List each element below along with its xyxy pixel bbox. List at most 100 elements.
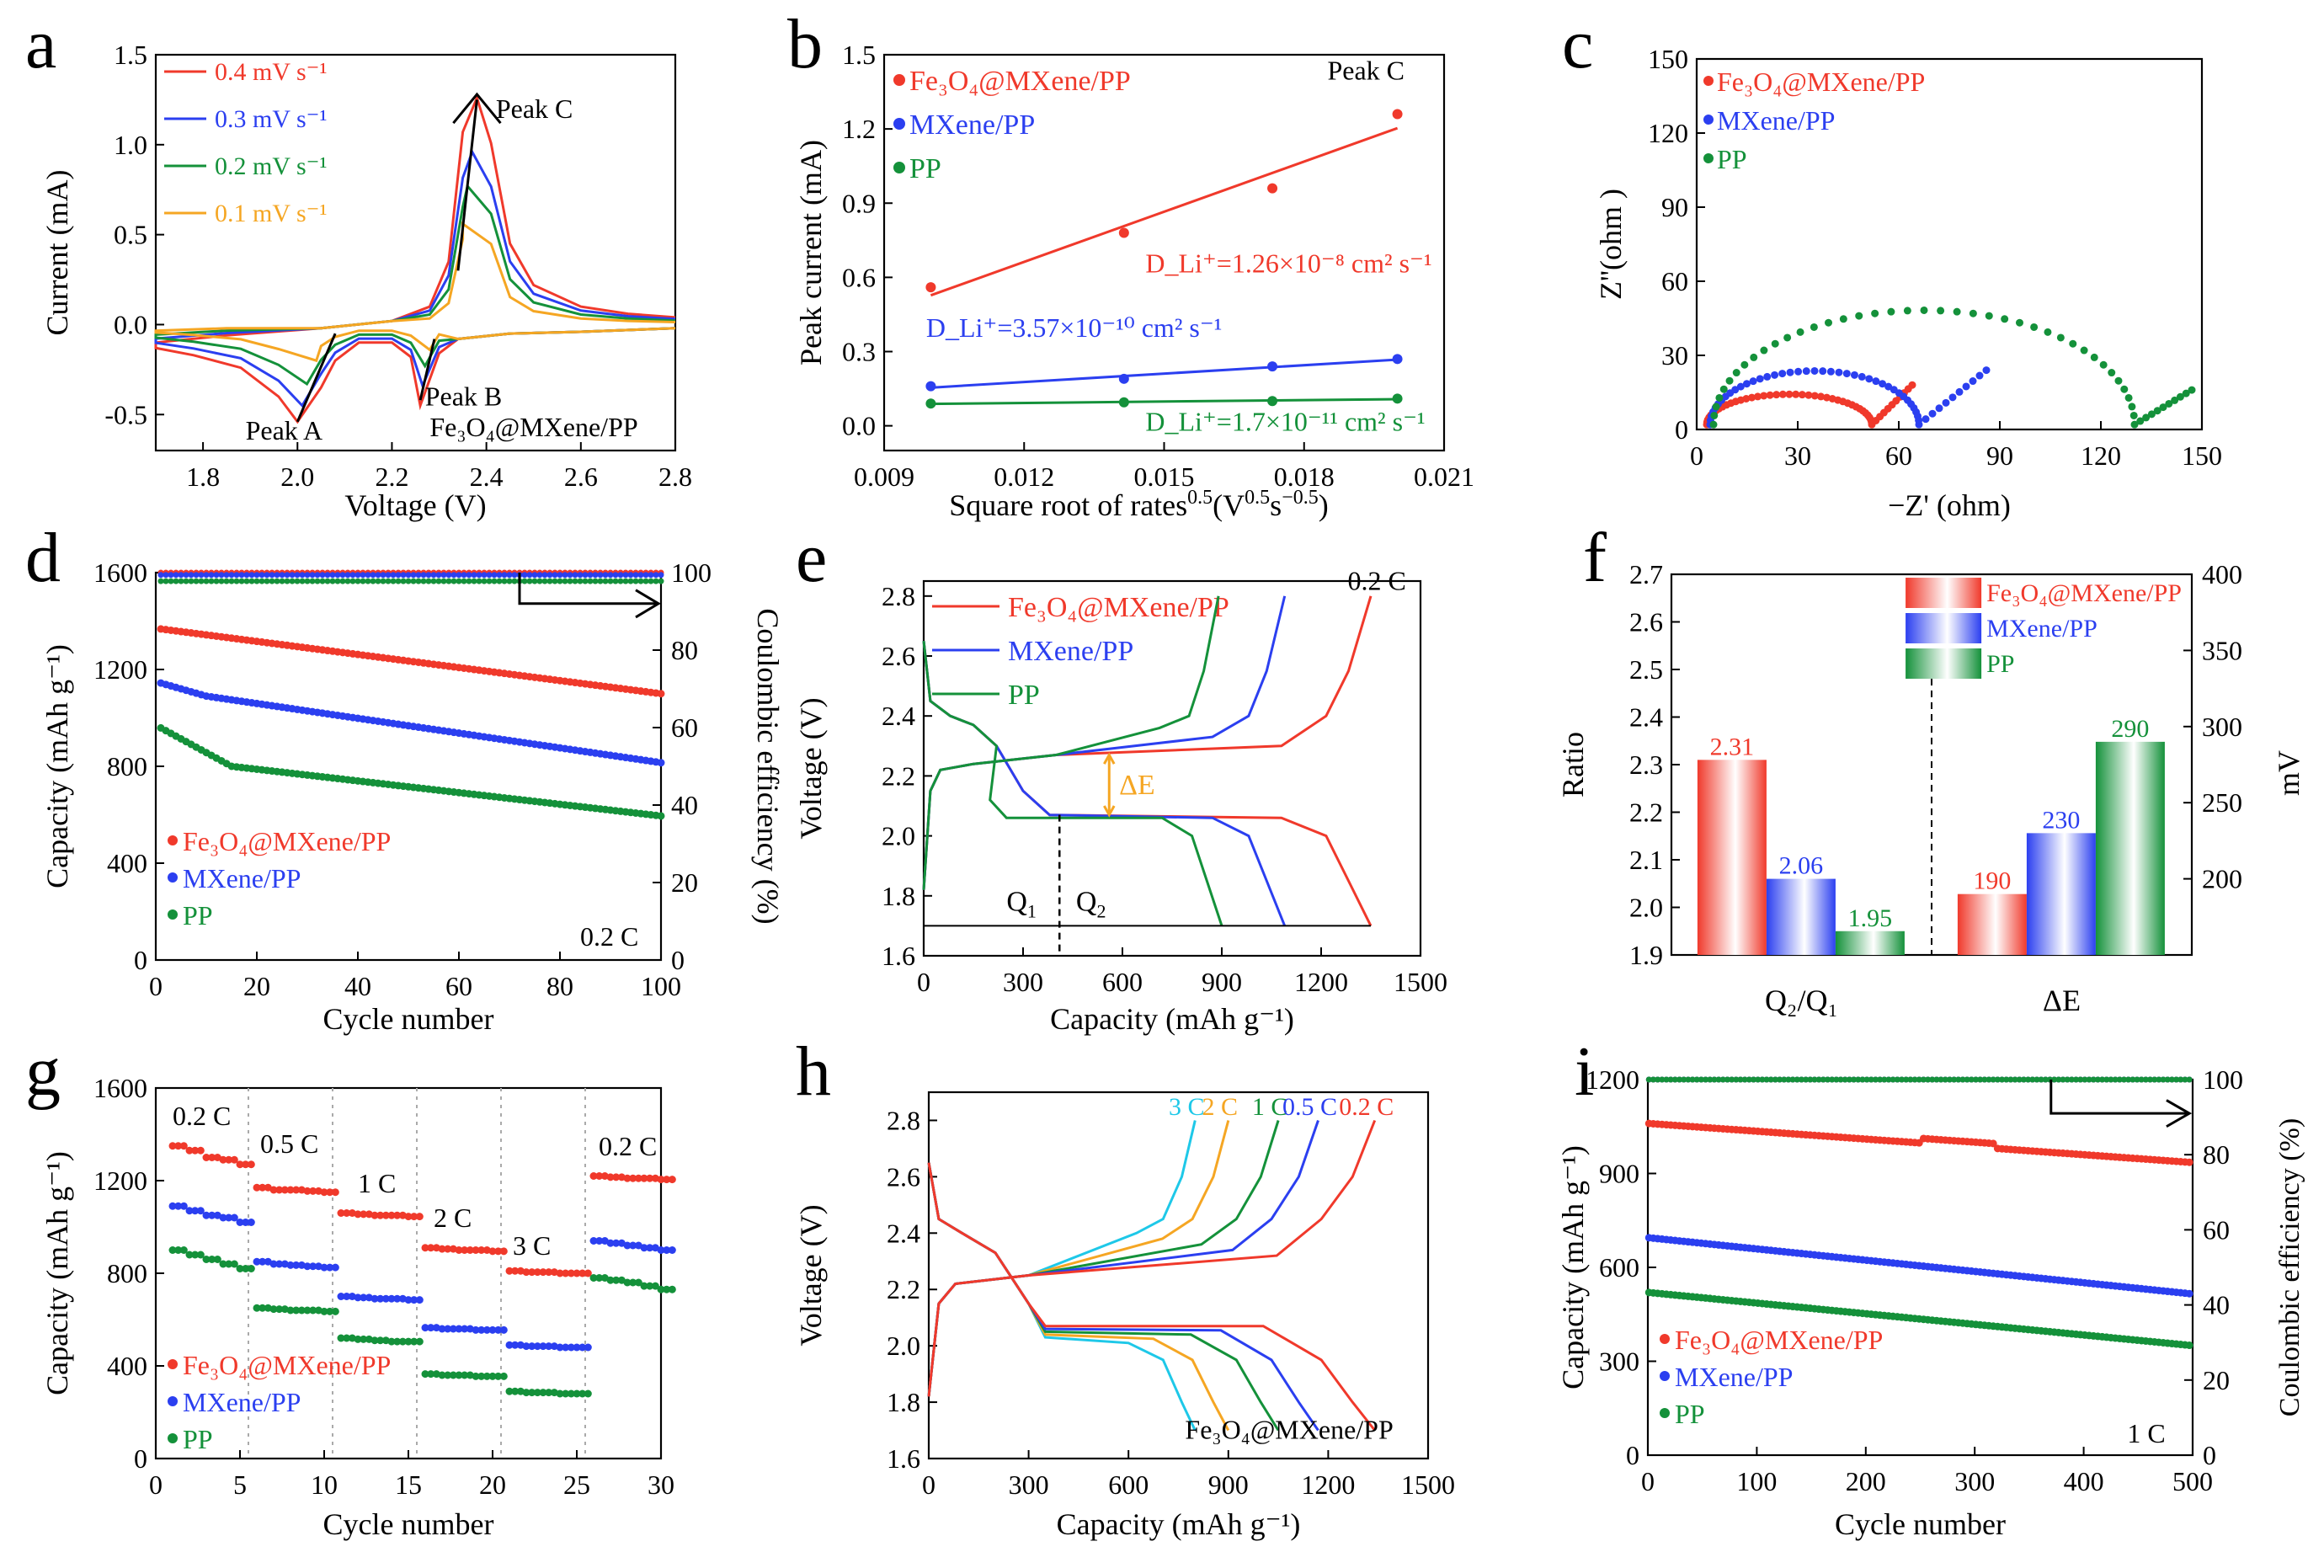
ce-point [1698,1076,1704,1083]
y2-axis-title: mV [2272,750,2305,796]
panel-letter: d [25,519,61,597]
ce-point [1903,1076,1910,1083]
ce-point [557,578,563,584]
x-tick-label: 20 [479,1469,506,1500]
ce-point [607,572,614,579]
ce-point [622,578,629,584]
y-tick-label: 1.9 [1629,940,1663,970]
annotation: Peak C [496,93,573,124]
data-point [629,1174,637,1182]
data-point [606,1276,615,1284]
annotation: 0.2 C [580,921,638,952]
y-tick-label: 2.0 [882,821,915,851]
ce-point [238,572,245,579]
data-point [657,1246,665,1254]
data-point [331,1307,339,1315]
x-axis-title: Cycle number [323,1507,494,1541]
plot-frame [927,1091,1430,1460]
annotation: Peak A [246,415,323,445]
data-point [219,1155,227,1164]
data-point [533,1268,541,1277]
data-point [1982,366,1991,375]
data-point [477,1325,486,1334]
ce-point [1842,1076,1848,1083]
data-point [1392,354,1403,365]
legend-entry: MXene/PP [1717,105,1835,136]
panel-d: 0 20 40 60 80 100040080012001600020406080100C… [40,557,785,1036]
y2-tick-label: 60 [2203,1214,2230,1245]
ce-point [435,572,442,579]
ce-point [1994,1076,2001,1083]
legend-swatch [1906,578,1982,608]
panel-letter: h [796,1032,831,1111]
legend-entry: Fe₃O₄@MXene/PP [183,826,391,856]
delta-e-arrow-head [1103,752,1116,818]
ce-point [259,578,265,584]
bar [2026,833,2096,955]
data-point [1267,361,1278,372]
data-point [202,1211,211,1219]
y-tick-label: 2.6 [882,641,915,671]
data-point [259,1183,267,1192]
y-axis-title: Ratio [1556,732,1590,797]
data-point [343,1293,351,1300]
data-point [455,1325,463,1333]
legend-entry: PP [1675,1399,1705,1429]
data-point [1792,390,1800,398]
legend-entry: MXene/PP [1008,636,1133,667]
data-point [348,1209,356,1217]
ce-point [1650,1076,1656,1083]
y2-tick-label: 60 [671,712,698,743]
bar-label: 2.31 [1710,733,1755,760]
data-point [314,1187,322,1195]
ce-point [445,578,452,584]
data-point [1817,392,1826,401]
ce-point [1925,1076,1932,1083]
ce-point [2156,1076,2162,1083]
y2-axis-title: Coulombic efficiency (%) [2274,1118,2305,1416]
x-tick-label: 2.0 [280,461,314,492]
data-point [2129,411,2138,419]
y-tick-label: 0 [1675,414,1688,445]
ce-point [1685,1076,1692,1083]
data-point [578,1389,587,1398]
bar-label: 230 [2042,806,2080,834]
annotation-part: 1 [1027,901,1037,922]
x-tick-label: 0 [922,1469,935,1500]
data-point [2080,346,2088,355]
data-point [1942,398,1950,407]
ce-point [546,572,553,579]
data-point [309,1306,317,1315]
x-tick-label: 300 [1009,1469,1049,1500]
y2-tick-label: 40 [2203,1290,2230,1320]
ce-point [2081,1076,2088,1083]
ce-point [203,572,210,579]
y2-tick-label: 80 [2203,1139,2230,1170]
data-point [1804,391,1813,399]
data-point [1118,373,1129,384]
axis-arrow-head [635,589,661,619]
data-point [314,1306,322,1315]
ce-point [289,572,296,579]
x-tick-label: 10 [311,1469,338,1500]
data-point [606,1239,615,1247]
ce-point [1846,1076,1852,1083]
data-point [606,1173,615,1181]
ce-point [466,572,472,579]
data-point [2099,360,2108,369]
data-point [516,1267,525,1275]
data-point [432,1244,440,1252]
data-point [208,1154,216,1161]
ce-point [2099,1076,2106,1083]
data-point [179,1202,188,1210]
ce-point [2108,1076,2114,1083]
y-tick-label: 300 [1599,1347,1639,1377]
data-point [646,1244,654,1252]
legend-entry: Fe₃O₄@MXene/PP [1717,67,1925,97]
data-point [1753,392,1762,401]
ce-point [456,578,462,584]
ce-point [1711,1076,1718,1083]
ce-point [309,572,316,579]
y-tick-label: 2.6 [887,1161,920,1192]
